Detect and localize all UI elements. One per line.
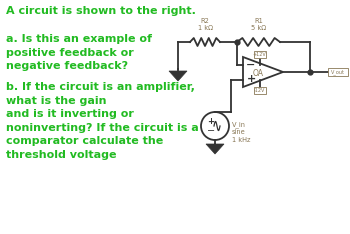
Text: R1
5 kΩ: R1 5 kΩ (251, 18, 266, 31)
FancyBboxPatch shape (328, 68, 348, 76)
Text: V_out: V_out (331, 69, 345, 75)
Text: V_in
sine
1 kHz: V_in sine 1 kHz (232, 121, 251, 143)
Text: A circuit is shown to the right.: A circuit is shown to the right. (6, 6, 196, 16)
Text: +: + (246, 74, 256, 84)
Text: −: − (246, 59, 256, 69)
Text: R2
1 kΩ: R2 1 kΩ (197, 18, 212, 31)
Text: −: − (207, 126, 215, 136)
Polygon shape (169, 71, 187, 81)
Text: -12V: -12V (254, 88, 266, 93)
Text: b. If the circuit is an amplifier,
what is the gain
and is it inverting or
nonin: b. If the circuit is an amplifier, what … (6, 82, 199, 160)
FancyBboxPatch shape (254, 87, 266, 94)
Text: +: + (208, 117, 215, 125)
Text: a. Is this an example of
positive feedback or
negative feedback?: a. Is this an example of positive feedba… (6, 34, 152, 71)
Polygon shape (206, 144, 224, 154)
FancyBboxPatch shape (254, 51, 266, 58)
Text: OA: OA (253, 69, 264, 78)
Text: +12V: +12V (253, 52, 267, 57)
